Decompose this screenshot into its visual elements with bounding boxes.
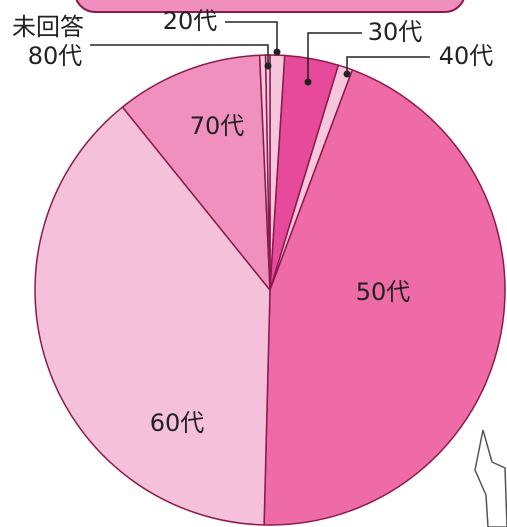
leader-dot [274, 49, 281, 56]
slice-label: 40代 [439, 42, 494, 70]
leader-dot [305, 79, 312, 86]
slice-label: 20代 [163, 7, 218, 35]
leader-dot [265, 63, 272, 70]
slice-label: 70代 [190, 112, 245, 140]
leader-line [225, 22, 277, 52]
chart: 20代 30代 40代 50代 60代 70代 80代未回答 [0, 0, 507, 527]
slice-label: 80代 [28, 42, 83, 70]
slice-label: 50代 [356, 278, 411, 306]
slice-label: 未回答 [12, 13, 84, 41]
hand-icon [475, 430, 507, 527]
header-tab [75, 0, 465, 12]
leader-line [347, 57, 430, 74]
leader-dot [344, 71, 351, 78]
slice-label: 30代 [368, 18, 423, 46]
slice-label: 60代 [150, 409, 205, 437]
